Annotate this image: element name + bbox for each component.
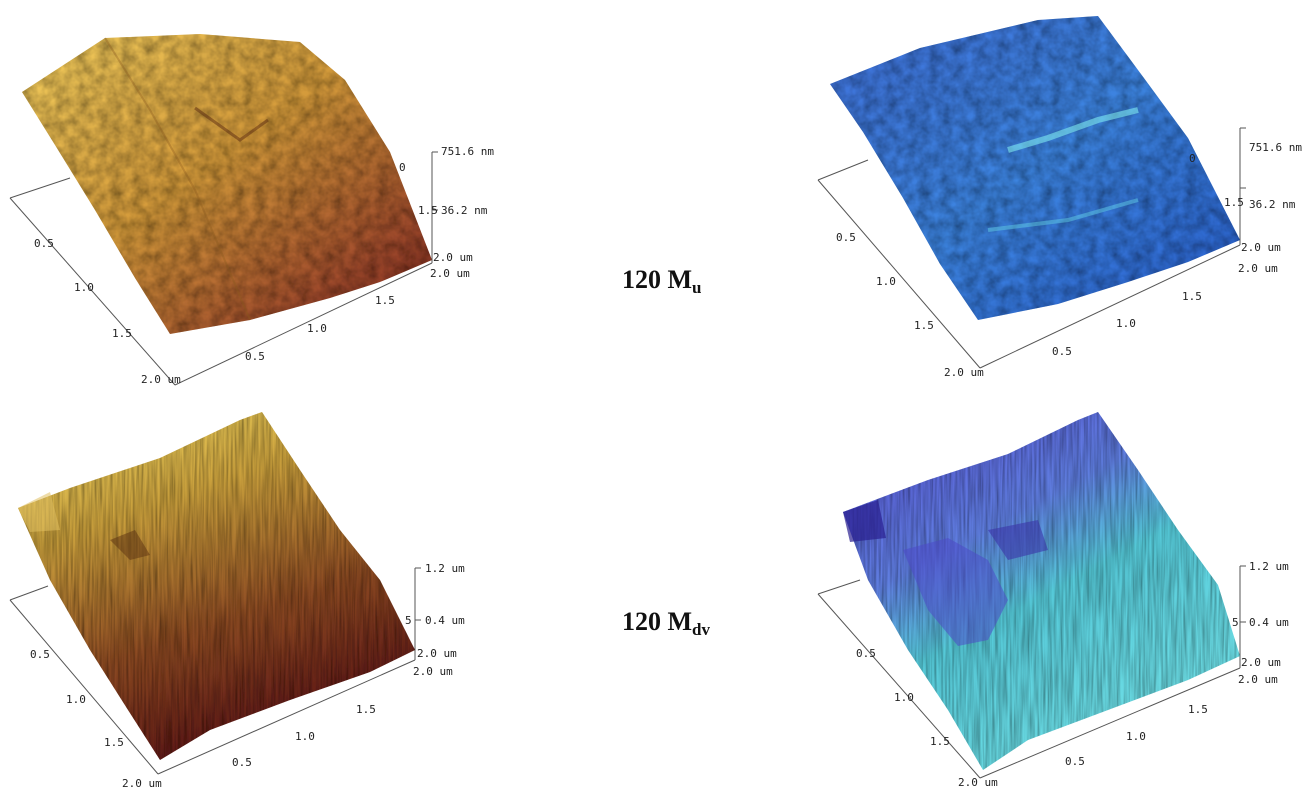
clipped-tick-5: 5: [1232, 616, 1239, 629]
z-scale-base: 2.0 um: [1241, 656, 1281, 669]
surface-topography: [22, 34, 432, 334]
z-scale-top: 751.6 nm: [441, 145, 494, 158]
x-tick-0.5: 0.5: [1065, 755, 1085, 768]
clipped-tick-1.5: 1.5: [1224, 196, 1244, 209]
y-tick-2.0: 2.0 um: [122, 777, 162, 790]
x-tick-0.5: 0.5: [1052, 345, 1072, 358]
z-scale-base: 2.0 um: [1241, 241, 1281, 254]
afm-surface-top-gold: 751.6 nm 36.2 nm 2.0 um 2.0 um 0 1.5 0.5…: [0, 20, 520, 410]
y-tick-1.5: 1.5: [104, 736, 124, 749]
clipped-tick-5: 5: [405, 614, 412, 627]
afm-surface-top-blue: 751.6 nm 36.2 nm 2.0 um 2.0 um 0 1.5 0.5…: [808, 16, 1309, 410]
afm-3d-plot: [817, 16, 1246, 369]
x-tick-1.5: 1.5: [1188, 703, 1208, 716]
z-scale-mid: 36.2 nm: [441, 204, 488, 217]
afm-3d-plot: [817, 412, 1246, 779]
y-tick-1.0: 1.0: [66, 693, 86, 706]
y-tick-0.5: 0.5: [34, 237, 54, 250]
afm-surface-bottom-blue: 1.2 um 0.4 um 2.0 um 2.0 um 5 0.5 1.0 1.…: [808, 410, 1309, 800]
x-axis-end: 2.0 um: [413, 665, 453, 678]
surface-topography: [18, 412, 415, 760]
x-axis-end: 2.0 um: [1238, 262, 1278, 275]
surface-topography: [843, 412, 1240, 770]
sample-label-bottom-main: 120 M: [622, 607, 693, 636]
y-tick-1.5: 1.5: [914, 319, 934, 332]
z-scale-mid: 0.4 um: [425, 614, 465, 627]
sample-label-top-sub: u: [692, 278, 702, 297]
sample-label-top-main: 120 M: [622, 265, 693, 294]
z-scale-mid: 36.2 nm: [1249, 198, 1296, 211]
x-tick-1.0: 1.0: [295, 730, 315, 743]
z-scale-base: 2.0 um: [433, 251, 473, 264]
x-tick-1.0: 1.0: [307, 322, 327, 335]
y-tick-2.0: 2.0 um: [958, 776, 998, 789]
afm-surface-bottom-gold: 1.2 um 0.4 um 2.0 um 2.0 um 5 0.5 1.0 1.…: [0, 410, 520, 800]
y-tick-1.5: 1.5: [930, 735, 950, 748]
clipped-tick-0: 0: [1189, 152, 1196, 165]
y-tick-1.0: 1.0: [894, 691, 914, 704]
x-tick-1.0: 1.0: [1126, 730, 1146, 743]
z-scale-top: 1.2 um: [1249, 560, 1289, 573]
x-axis-end: 2.0 um: [430, 267, 470, 280]
clipped-tick-1.5: 1.5: [418, 204, 438, 217]
x-tick-0.5: 0.5: [245, 350, 265, 363]
z-scale-top: 751.6 nm: [1249, 141, 1302, 154]
sample-label-bottom-sub: dv: [692, 620, 711, 639]
surface-topography: [830, 16, 1240, 320]
y-tick-2.0: 2.0 um: [944, 366, 984, 379]
x-tick-1.5: 1.5: [356, 703, 376, 716]
x-tick-1.0: 1.0: [1116, 317, 1136, 330]
y-tick-2.0: 2.0 um: [141, 373, 181, 386]
y-tick-0.5: 0.5: [30, 648, 50, 661]
y-tick-0.5: 0.5: [836, 231, 856, 244]
y-tick-1.5: 1.5: [112, 327, 132, 340]
x-tick-1.5: 1.5: [1182, 290, 1202, 303]
sample-label-top: 120 Mu: [622, 265, 702, 298]
y-tick-1.0: 1.0: [74, 281, 94, 294]
y-tick-0.5: 0.5: [856, 647, 876, 660]
x-tick-1.5: 1.5: [375, 294, 395, 307]
z-scale-mid: 0.4 um: [1249, 616, 1289, 629]
z-scale-base: 2.0 um: [417, 647, 457, 660]
afm-3d-plot: [9, 412, 421, 775]
x-axis-end: 2.0 um: [1238, 673, 1278, 686]
sample-label-bottom: 120 Mdv: [622, 607, 710, 640]
clipped-tick-0: 0: [399, 161, 406, 174]
z-scale-top: 1.2 um: [425, 562, 465, 575]
afm-3d-plot: [9, 34, 438, 386]
x-tick-0.5: 0.5: [232, 756, 252, 769]
y-tick-1.0: 1.0: [876, 275, 896, 288]
